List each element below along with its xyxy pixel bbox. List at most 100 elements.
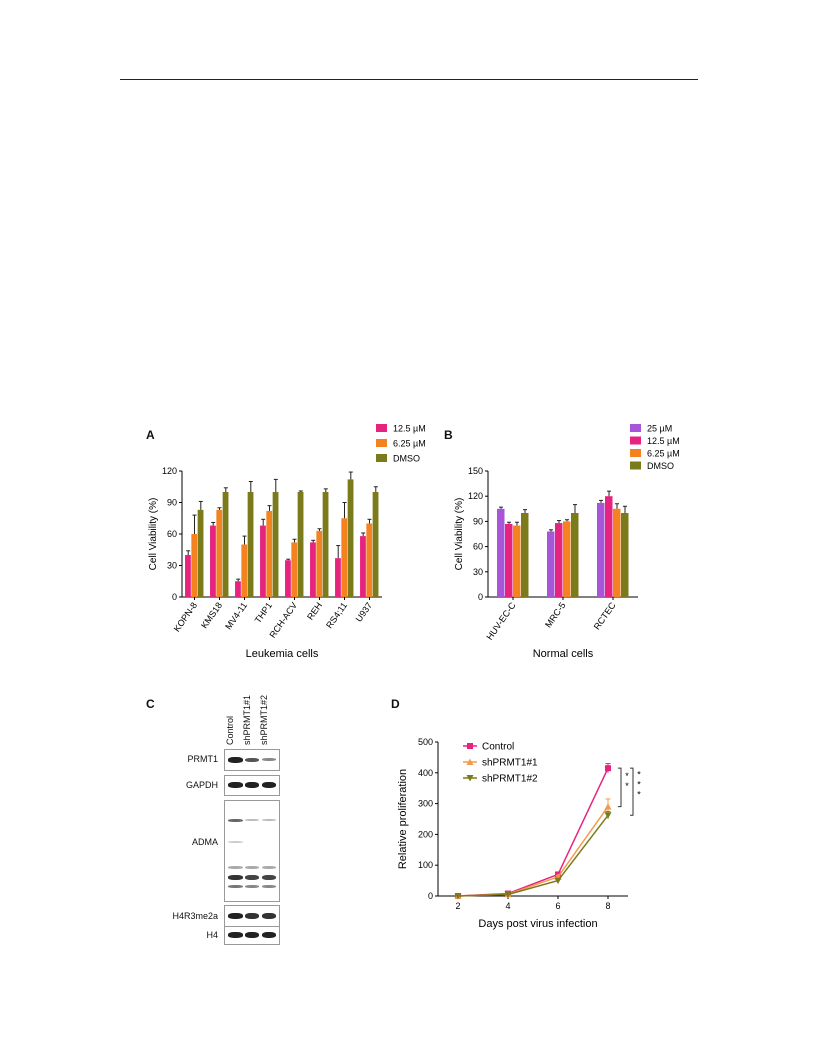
y-tick-label: 90 (473, 516, 483, 526)
panel-b-letter: B (444, 428, 453, 442)
blot-label-h4: H4 (206, 930, 218, 940)
data-point (604, 803, 612, 810)
bar (513, 525, 521, 597)
x-tick-label: U937 (354, 600, 375, 623)
legend-label: DMSO (393, 454, 420, 464)
bar (360, 536, 366, 597)
significance-star: * (625, 781, 629, 791)
x-tick-label: MV4-11 (223, 600, 249, 631)
legend-swatch (376, 424, 387, 432)
bar (272, 492, 279, 597)
legend-label: shPRMT1#1 (482, 758, 538, 769)
y-tick-label: 90 (167, 498, 177, 508)
y-tick-label: 30 (473, 567, 483, 577)
x-tick-label: MRC-5 (543, 600, 568, 629)
x-tick-label: KOPN-8 (172, 600, 199, 633)
data-point (554, 877, 562, 885)
y-tick-label: 30 (167, 561, 177, 571)
x-tick-label: REH (305, 600, 324, 621)
bar (316, 530, 323, 597)
data-point (467, 743, 473, 749)
x-tick-label: 4 (505, 901, 510, 911)
bar (310, 542, 316, 597)
legend-swatch (630, 461, 641, 470)
legend-label: 6.25 µM (647, 449, 680, 459)
blot-h4 (224, 926, 280, 945)
bar (197, 509, 204, 597)
x-tick-label: RS4;11 (324, 600, 349, 630)
data-point (466, 775, 474, 782)
lane-label-control: Control (225, 715, 235, 745)
significance-star: * (637, 779, 641, 789)
legend-label: 12.5 µM (647, 436, 680, 446)
y-axis-label: Cell Viability (%) (148, 498, 159, 571)
legend-swatch (630, 436, 641, 445)
bar (563, 521, 571, 597)
bar (222, 492, 229, 597)
legend-label: 25 µM (647, 424, 672, 434)
bar (597, 502, 605, 597)
bar (266, 510, 273, 597)
bar (341, 518, 348, 597)
x-axis-label: Normal cells (533, 648, 594, 660)
y-tick-label: 150 (468, 466, 483, 476)
x-tick-label: HUV-EC-C (484, 600, 517, 642)
bar (216, 509, 223, 597)
y-tick-label: 0 (478, 592, 483, 602)
bar (185, 555, 191, 597)
blot-label-adma: ADMA (191, 837, 218, 847)
x-tick-label: 8 (605, 901, 610, 911)
legend-swatch (376, 454, 387, 462)
blot-gapdh (224, 775, 280, 796)
y-tick-label: 120 (468, 491, 483, 501)
x-tick-label: KMS18 (199, 600, 224, 630)
bar (241, 544, 248, 597)
y-tick-label: 60 (167, 529, 177, 539)
legend-swatch (630, 449, 641, 457)
bar (291, 542, 298, 597)
legend-label: 12.5 µM (393, 424, 426, 434)
bar (521, 513, 529, 597)
legend-label: 6.25 µM (393, 439, 426, 449)
header-rule (120, 79, 698, 80)
significance-bracket (618, 767, 622, 808)
blot-label-prmt1: PRMT1 (187, 754, 218, 764)
series-line (457, 806, 609, 897)
legend-swatch (376, 439, 387, 447)
legend-label: Control (482, 742, 514, 753)
y-tick-label: 500 (418, 737, 433, 747)
chart-b: 0 30 60 90 120 150 Cell Viability (%) HUV-EC-C M… (454, 424, 680, 661)
x-tick-label: THP1 (253, 600, 274, 625)
data-point (454, 893, 462, 900)
significance-star: * (637, 789, 641, 799)
bar (235, 581, 241, 597)
bar (613, 508, 621, 597)
bar (322, 492, 329, 597)
bar (621, 513, 629, 597)
bar (497, 508, 505, 597)
bar (210, 525, 216, 597)
y-tick-label: 0 (428, 891, 433, 901)
y-tick-label: 120 (162, 466, 177, 476)
y-tick-label: 60 (473, 542, 483, 552)
blot-label-h4r3me2a: H4R3me2a (172, 911, 218, 921)
bar (605, 496, 613, 597)
blot-prmt1 (224, 749, 280, 771)
bar (555, 523, 563, 597)
x-axis-label: Days post virus infection (478, 918, 597, 930)
bar (335, 558, 341, 597)
significance-star: * (625, 771, 629, 781)
y-tick-label: 200 (418, 829, 433, 839)
y-tick-label: 300 (418, 799, 433, 809)
chart-a: 0 30 60 90 120 Cell Viability (%) KOPN-8 KMS18 M… (148, 424, 426, 661)
legend-label: DMSO (647, 461, 674, 471)
data-point (605, 765, 611, 772)
data-point (466, 758, 474, 765)
bar (285, 560, 291, 597)
panel-c-letter: C (146, 697, 155, 711)
significance-bracket (630, 767, 634, 816)
y-axis-label: Relative proliferation (397, 769, 409, 869)
bar (547, 531, 555, 597)
y-tick-label: 0 (172, 592, 177, 602)
